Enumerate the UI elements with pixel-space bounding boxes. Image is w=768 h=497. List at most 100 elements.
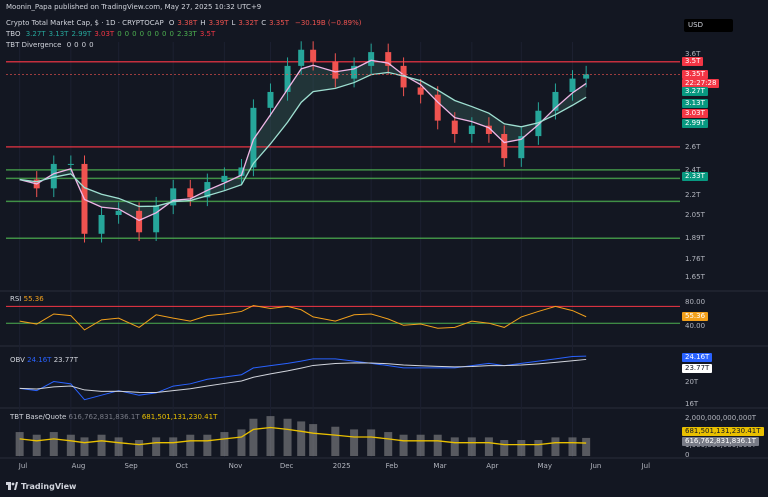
obv-label: OBV [10,356,25,364]
rsi-badge: 55.36 [682,312,709,321]
tbo-value: 3.5T [199,30,216,38]
volume-bar [433,434,442,456]
ohlc-key: O [168,19,175,27]
ma-band [19,60,587,221]
volume-bar [249,418,258,456]
volume-bar [66,434,75,456]
ohlc-value: 3.38T [177,19,198,27]
time-tick: Jul [18,462,28,470]
ohlc-value: 3.39T [208,19,229,27]
obv-ma-line [19,358,587,394]
candle-body [552,91,559,111]
candle-body [583,74,590,79]
price-tick: 1.89T [685,234,705,243]
tbo-value: 0 [139,30,145,38]
volume-bar [399,434,408,456]
price-badge: 22:27:28 [682,79,720,88]
volume-bar [551,437,560,456]
volume-bar [297,421,306,456]
volume-bar [220,432,229,456]
candle-body [67,163,74,165]
candle-body [284,65,291,92]
tbo-value: 3.13T [48,30,69,38]
obv-line [19,355,587,401]
base-quote-line-badge: 681,501,131,230.41T [682,427,764,436]
volume-bar [114,437,123,456]
ohlc-key: C [261,19,267,27]
tbo-legend[interactable]: TBO 3.27T 3.13T 2.99T 3.03T 0 0 0 0 0 0 0 0 2.33T 3.5… [6,30,221,39]
obv-ma-value: 23.77T [53,356,79,364]
divergence-value: 0 [74,41,79,49]
tbo-value: 0 [154,30,160,38]
volume-bar [331,426,340,456]
price-tick: 1.76T [685,254,705,263]
volume-bar [32,434,41,456]
symbol-title: Crypto Total Market Cap, $ · 1D · CRYPTO… [6,19,164,27]
time-tick: Aug [71,462,86,470]
volume-bar [582,437,591,456]
time-tick: Jun [590,462,602,470]
tbo-value: 0 [147,30,152,38]
tbo-value: 3.27T [25,30,46,38]
candle-body [115,210,122,216]
publisher-line: Moonin_Papa published on TradingView.com… [6,3,262,11]
time-tick: May [537,462,552,470]
obv-value: 24.16T [27,356,52,364]
tbo-value: 2.99T [71,30,92,38]
candle-body [351,65,358,79]
volume-bar [152,437,161,456]
volume-bar [97,434,106,456]
candle-body [98,215,105,234]
candle-body [136,210,143,233]
time-tick: Jul [641,462,651,470]
tbo-values: 3.27T 3.13T 2.99T 3.03T 0 0 0 0 0 0 0 0 2.33T 3.5T [26,30,219,38]
obv-legend[interactable]: OBV 24.16T 23.77T [10,356,78,364]
volume-bar [203,434,212,456]
volume-bar [467,437,476,456]
candle-body [434,94,441,121]
price-tick: 2.6T [685,142,701,151]
base-quote-legend[interactable]: TBT Base/Quote 616,762,831,836.1T 681,50… [10,413,217,421]
candle-body [468,125,475,134]
rsi-legend[interactable]: RSI 55.36 [10,295,44,303]
volume-bar [80,437,89,456]
ohlc-value: 3.35T [269,19,289,27]
base-quote-line [19,426,587,446]
currency-button[interactable]: USD [684,19,733,32]
volume-bar [384,432,393,456]
footer-brand[interactable]: TradingView [6,482,76,491]
price-badge: 3.13T [682,99,708,108]
candle-body [221,175,228,183]
base-quote-badge: 616,762,831,836.1T [682,437,760,446]
obv-ma-badge: 23.77T [682,364,713,373]
obv-tick: 16T [685,400,699,408]
candle-body [518,136,525,159]
volume-bar [450,437,459,456]
price-badge: 2.99T [682,119,708,128]
candle-body [385,52,392,66]
volume-bar [49,432,58,456]
obv-tick: 20T [685,378,699,386]
price-tick: 1.65T [685,273,705,282]
candle-body [535,110,542,137]
grid-lines [19,42,574,458]
volume-bar [367,429,376,456]
base-quote-value: 616,762,831,836.1T [68,413,140,421]
volume-bar [266,416,275,456]
symbol-legend[interactable]: Crypto Total Market Cap, $ · 1D · CRYPTO… [6,19,367,28]
ohlc-value: −30.19B (−0.89%) [294,19,362,27]
volume-bars [15,416,591,456]
tbo-value: 0 [162,30,167,38]
ohlc-values: O 3.38T H 3.39T L 3.32T C 3.35T −30.19B (−0.89%) [169,19,365,27]
volume-bar [283,418,292,456]
candle-body [451,120,458,134]
price-badge: 3.27T [682,87,708,96]
tbo-value: 0 [117,30,122,38]
ohlc-value: 3.32T [238,19,259,27]
tradingview-logo-icon [6,482,18,490]
candle-body [187,188,194,198]
ohlc-key: H [200,19,206,27]
